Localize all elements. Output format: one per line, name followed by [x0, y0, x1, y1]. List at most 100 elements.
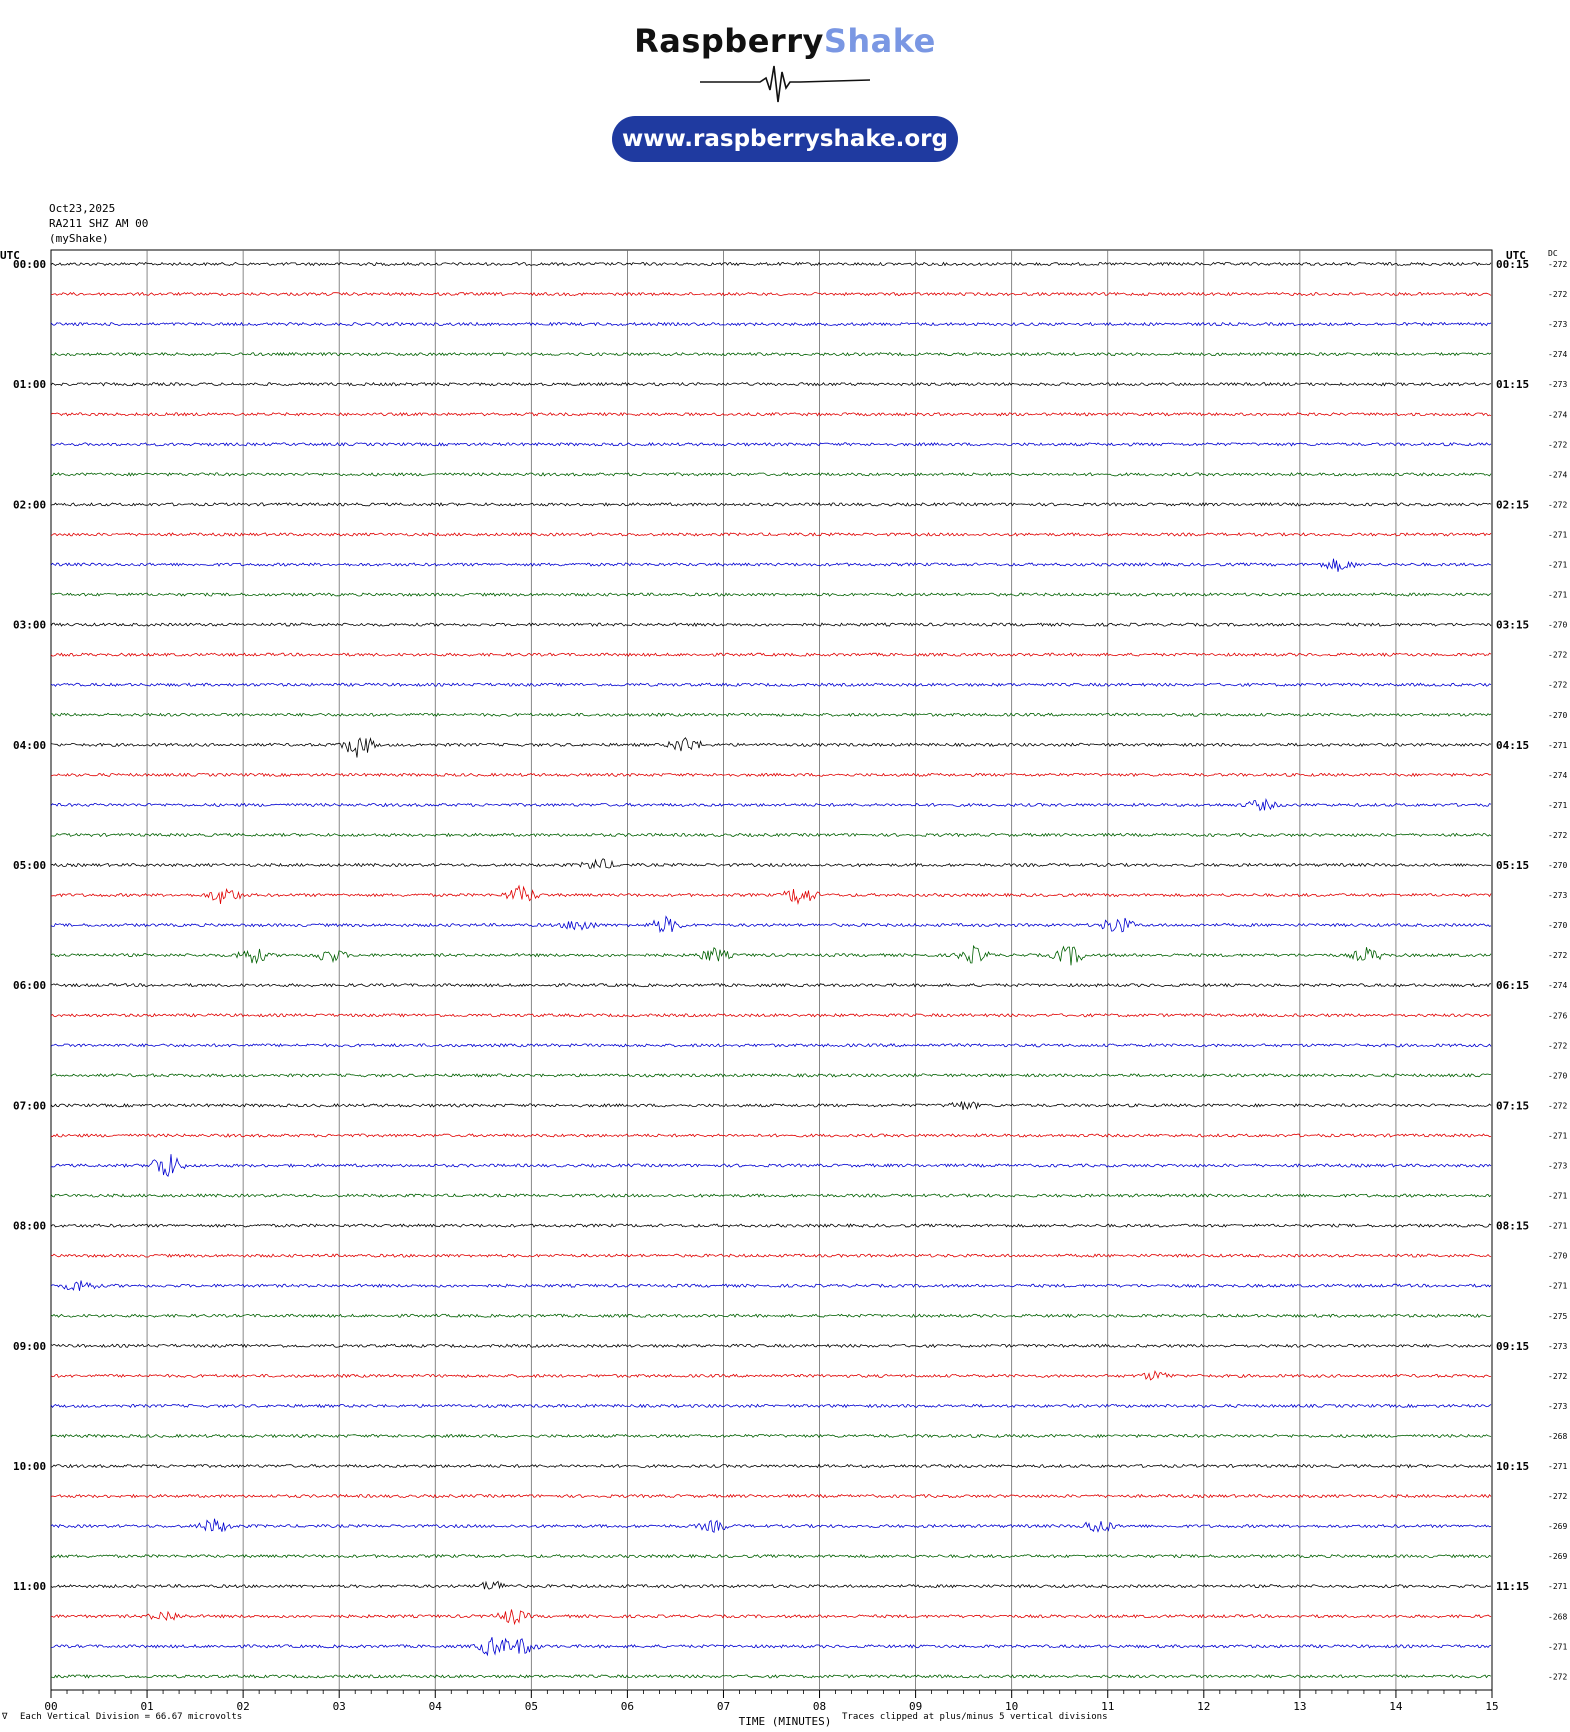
time-label-left: 06:00 — [13, 979, 46, 992]
time-label-left: 03:00 — [13, 619, 46, 632]
trace-line — [50, 381, 1492, 387]
x-tick-label: 00 — [44, 1700, 57, 1713]
plot-grid — [50, 249, 1493, 1698]
dc-offset-label: -272 — [1548, 440, 1567, 449]
dc-offset-label: -272 — [1548, 1492, 1567, 1501]
dc-offset-label: -272 — [1548, 831, 1567, 840]
trace-line — [50, 622, 1492, 627]
trace-line — [50, 532, 1492, 537]
dc-offset-label: -273 — [1548, 891, 1567, 900]
trace-line — [50, 351, 1492, 357]
time-label-right: 05:15 — [1496, 859, 1529, 872]
trace-line — [50, 321, 1492, 327]
dc-title: DC — [1548, 249, 1558, 258]
axis-labels: 00 01 02 03 04 05 06 07 08 09 10 11 12 13 14 15 TIME (MI… — [0, 249, 1567, 1728]
time-label-right: 06:15 — [1496, 979, 1529, 992]
dc-offset-label: -273 — [1548, 320, 1567, 329]
trace-line — [50, 884, 1492, 905]
trace-line — [50, 1370, 1491, 1381]
dc-offset-label: -271 — [1548, 1222, 1567, 1231]
time-label-right: 02:15 — [1496, 498, 1529, 511]
x-tick-label: 05 — [525, 1700, 538, 1713]
trace-group — [50, 261, 1492, 1679]
x-axis-label: TIME (MINUTES) — [739, 1715, 832, 1728]
trace-line — [50, 1553, 1492, 1559]
trace-line — [50, 1313, 1492, 1319]
trace-line — [50, 1433, 1492, 1439]
header-network: (myShake) — [49, 232, 109, 245]
time-label-right: 09:15 — [1496, 1340, 1529, 1353]
dc-offset-label: -270 — [1548, 711, 1567, 720]
dc-offset-label: -272 — [1548, 651, 1567, 660]
time-label-right: 03:15 — [1496, 619, 1529, 632]
dc-offset-label: -274 — [1548, 410, 1567, 419]
dc-offset-label: -268 — [1548, 1432, 1567, 1441]
corner-mark: ∇ — [2, 1712, 8, 1722]
trace-line — [50, 1343, 1492, 1349]
trace-line — [50, 772, 1492, 778]
dc-offset-label: -271 — [1548, 1282, 1567, 1291]
trace-line — [50, 1493, 1492, 1499]
website-url-badge[interactable]: www.raspberryshake.org — [612, 116, 958, 162]
header-station: RA211 SHZ AM 00 — [49, 217, 149, 230]
dc-offset-label: -271 — [1548, 591, 1567, 600]
time-label-left: 07:00 — [13, 1099, 46, 1112]
trace-line — [50, 1223, 1492, 1228]
dc-offset-label: -271 — [1548, 801, 1567, 810]
x-tick-label: 06 — [621, 1700, 634, 1713]
dc-offset-label: -270 — [1548, 921, 1567, 930]
header-date: Oct23,2025 — [49, 202, 116, 215]
x-tick-label: 15 — [1485, 1700, 1498, 1713]
trace-line — [50, 1043, 1492, 1048]
dc-offset-label: -272 — [1548, 681, 1567, 690]
trace-line — [50, 1073, 1492, 1078]
trace-line — [50, 944, 1492, 966]
dc-offset-label: -274 — [1548, 771, 1567, 780]
plot-frame — [50, 249, 1493, 1691]
dc-offset-label: -268 — [1548, 1612, 1567, 1621]
dc-offset-label: -272 — [1548, 500, 1567, 509]
x-tick-label: 03 — [333, 1700, 346, 1713]
x-tick-label: 09 — [909, 1700, 922, 1713]
dc-offset-label: -273 — [1548, 1162, 1567, 1171]
x-tick-label: 10 — [1005, 1700, 1018, 1713]
time-label-left: 09:00 — [13, 1340, 46, 1353]
dc-offset-label: -272 — [1548, 1041, 1567, 1050]
dc-offset-label: -271 — [1548, 1192, 1567, 1201]
trace-line — [50, 502, 1492, 507]
trace-line — [50, 982, 1492, 988]
dc-offset-label: -276 — [1548, 1011, 1567, 1020]
dc-offset-label: -272 — [1548, 290, 1567, 299]
dc-offset-label: -270 — [1548, 621, 1567, 630]
trace-line — [50, 832, 1492, 838]
trace-line — [50, 558, 1492, 572]
dc-offset-label: -274 — [1548, 470, 1567, 479]
dc-offset-label: -271 — [1548, 561, 1567, 570]
x-tick-label: 07 — [717, 1700, 730, 1713]
x-tick-label: 02 — [237, 1700, 250, 1713]
x-tick-label: 01 — [140, 1700, 153, 1713]
x-tick-label: 12 — [1197, 1700, 1210, 1713]
trace-line — [50, 1193, 1492, 1198]
x-tick-label: 08 — [813, 1700, 826, 1713]
time-label-left: 00:00 — [13, 258, 46, 271]
trace-line — [50, 1280, 1492, 1291]
time-label-left: 02:00 — [13, 498, 46, 511]
time-label-left: 05:00 — [13, 859, 46, 872]
trace-line — [50, 1518, 1492, 1534]
dc-offset-label: -271 — [1548, 530, 1567, 539]
trace-line — [51, 472, 1492, 477]
trace-line — [50, 682, 1492, 688]
trace-line — [50, 291, 1492, 297]
dc-offset-label: -271 — [1548, 1582, 1567, 1591]
trace-line — [50, 736, 1492, 758]
trace-line — [50, 1253, 1492, 1258]
trace-line — [50, 1674, 1492, 1679]
dc-offset-label: -272 — [1548, 260, 1567, 269]
dc-offset-label: -272 — [1548, 1101, 1567, 1110]
clip-note: Traces clipped at plus/minus 5 vertical … — [842, 1712, 1108, 1722]
dc-offset-label: -272 — [1548, 1672, 1567, 1681]
time-label-left: 10:00 — [13, 1460, 46, 1473]
x-tick-label: 04 — [429, 1700, 443, 1713]
